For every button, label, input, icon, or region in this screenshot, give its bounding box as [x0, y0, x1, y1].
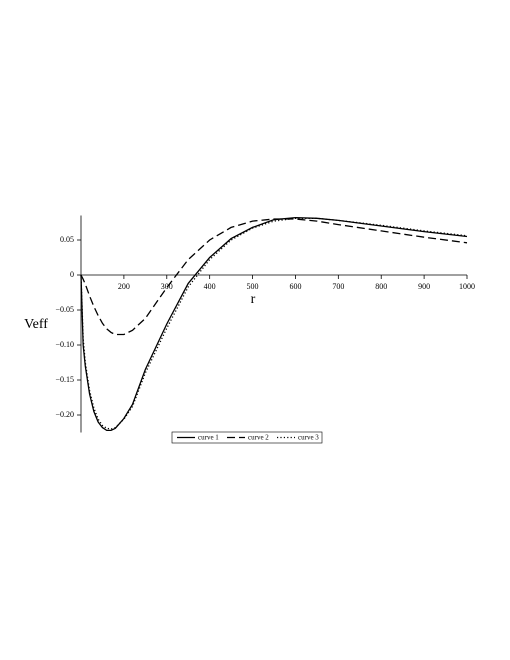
y-tick-label: −0.15	[55, 375, 74, 384]
legend-label: curve 3	[298, 434, 319, 442]
x-tick-label: 500	[247, 282, 259, 291]
y-tick-label: −0.10	[55, 340, 74, 349]
line-series	[80, 218, 468, 336]
line-series	[80, 216, 468, 432]
x-tick-label: 300	[161, 282, 173, 291]
legend-label: curve 2	[248, 434, 269, 442]
legend-label: curve 1	[198, 434, 219, 442]
x-tick-label: 1000	[459, 282, 475, 291]
x-tick-label: 400	[204, 282, 216, 291]
y-tick-label: −0.05	[55, 305, 74, 314]
x-tick-label: 600	[289, 282, 301, 291]
y-axis-label: Veff	[24, 317, 48, 332]
x-tick-label: 700	[332, 282, 344, 291]
x-tick-label: 800	[375, 282, 387, 291]
x-axis-label: r	[251, 292, 256, 307]
y-tick-label: 0	[70, 270, 74, 279]
x-tick-label: 900	[418, 282, 430, 291]
legend-box	[171, 431, 323, 444]
y-tick-label: 0.05	[60, 235, 74, 244]
x-tick-label: 200	[118, 282, 130, 291]
y-tick-label: −0.20	[55, 410, 74, 419]
